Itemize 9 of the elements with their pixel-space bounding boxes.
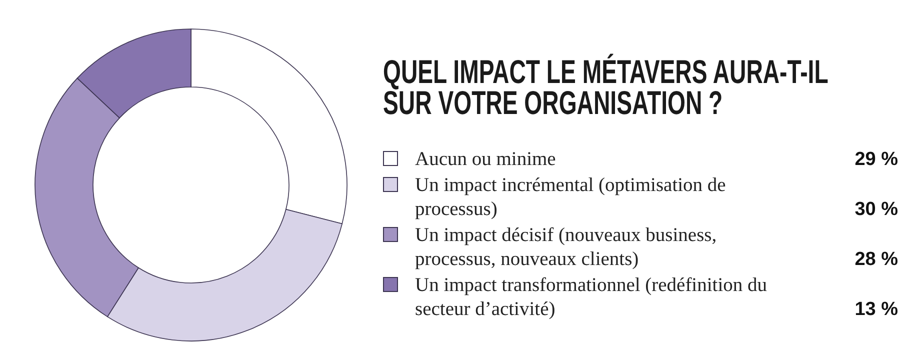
legend-label: Un impact incrémental (optimisation de processus) xyxy=(415,174,727,222)
text: QUEL IMPACT LE MÉTAVERS AURA-T-IL SUR VOTRE ORGANISATION ? xyxy=(383,53,829,121)
data-label: 30 % xyxy=(854,198,898,222)
data-label: 28 % xyxy=(854,248,898,272)
data-label: 29 % xyxy=(854,148,898,172)
legend-label: Un impact transformationnel (redéfinition du secteur d’activité) xyxy=(415,274,768,322)
legend-label: Un impact décisif (nouveaux business, processus, nouveaux clients) xyxy=(415,224,718,272)
data-label: 13 % xyxy=(854,298,898,322)
legend-label: Aucun ou minime xyxy=(415,148,557,172)
